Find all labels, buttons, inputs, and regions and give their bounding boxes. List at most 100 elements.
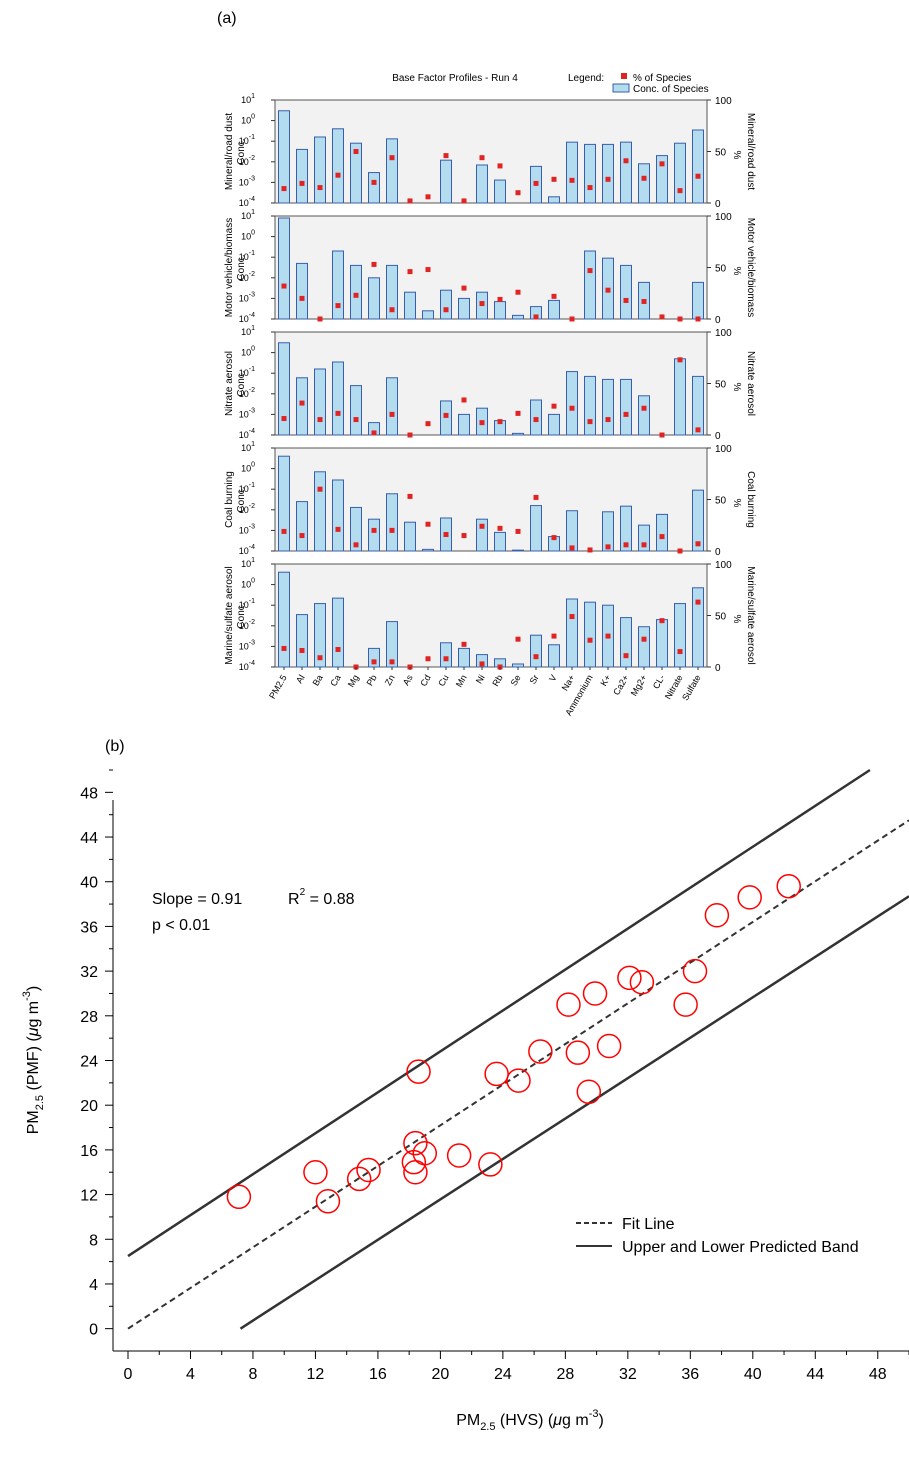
- percent-marker: [335, 526, 341, 532]
- percent-marker: [497, 296, 503, 302]
- percent-marker: [623, 653, 629, 659]
- conc-bar: [530, 634, 542, 668]
- y-tick-label: 28: [80, 1009, 98, 1026]
- percent-marker: [335, 303, 341, 309]
- left-tick-label: 10-4: [239, 660, 255, 672]
- factor-panel-frame: [274, 447, 708, 552]
- left-tick-label: 101: [241, 209, 255, 221]
- conc-bar: [278, 342, 290, 436]
- left-tick-label: 10-3: [239, 175, 255, 187]
- percent-marker: [659, 432, 665, 438]
- category-label: Ni: [474, 673, 487, 685]
- category-label: Mg2+: [629, 673, 649, 698]
- conc-bar: [332, 597, 344, 668]
- conc-bar: [638, 163, 650, 204]
- data-point: [226, 1184, 252, 1210]
- conc-bar: [440, 400, 452, 436]
- percent-marker: [677, 188, 683, 194]
- conc-bar: [566, 371, 578, 436]
- factor-name-right: Nitrate aerosol: [745, 351, 756, 416]
- factor-panel-frame: [274, 563, 708, 668]
- conc-bar: [296, 148, 308, 204]
- data-point: [629, 970, 655, 995]
- conc-bar: [692, 129, 704, 204]
- right-tick-label: 100: [715, 212, 732, 223]
- percent-marker: [299, 180, 305, 186]
- percent-marker: [425, 521, 431, 527]
- conc-bar: [314, 136, 326, 204]
- data-point: [576, 1079, 602, 1105]
- conc-bar: [440, 289, 452, 320]
- percent-marker: [695, 599, 701, 605]
- x-tick-label: 44: [806, 1366, 824, 1383]
- conc-bar: [404, 291, 416, 320]
- data-point: [737, 885, 762, 910]
- conc-bar: [296, 501, 308, 552]
- y-axis-title: PM2.5 (PMF) (μg m-3): [21, 986, 46, 1135]
- percent-marker: [389, 659, 395, 665]
- conc-bar: [692, 281, 704, 320]
- percent-marker: [515, 289, 521, 295]
- percent-marker: [515, 410, 521, 416]
- factor-name-left: Marine/sulfate aerosol: [224, 566, 235, 664]
- factor-name-right: Marine/sulfate aerosol: [745, 566, 756, 664]
- percent-marker: [317, 655, 323, 661]
- conc-bar: [512, 432, 524, 436]
- percent-marker: [407, 432, 413, 438]
- factor-panel-frame: [274, 215, 708, 320]
- conc-bar: [422, 310, 434, 320]
- conc-bar: [656, 619, 668, 668]
- percent-marker: [299, 295, 305, 301]
- upper-predicted-band: [127, 768, 871, 1258]
- percent-marker: [353, 292, 359, 298]
- percent-marker: [299, 400, 305, 406]
- percent-marker: [353, 542, 359, 548]
- conc-bar: [278, 217, 290, 320]
- conc-bar: [296, 262, 308, 320]
- percent-marker: [677, 357, 683, 363]
- conc-axis-label: Conc.: [236, 370, 247, 396]
- conc-bar: [350, 142, 362, 204]
- conc-bar: [602, 511, 614, 552]
- percent-marker: [641, 405, 647, 411]
- data-point: [776, 873, 801, 899]
- data-point: [596, 1033, 622, 1059]
- left-tick-label: 101: [241, 93, 255, 105]
- conc-bar: [512, 663, 524, 668]
- conc-bar: [476, 518, 488, 552]
- percent-marker: [515, 190, 521, 196]
- conc-bar: [494, 531, 506, 552]
- category-label: Cd: [418, 673, 432, 688]
- left-tick-label: 10-4: [239, 428, 255, 440]
- percent-marker: [659, 314, 665, 320]
- percent-marker: [371, 261, 377, 267]
- percent-marker: [371, 179, 377, 185]
- percent-marker: [443, 153, 449, 159]
- conc-bar: [692, 375, 704, 436]
- conc-bar: [566, 141, 578, 204]
- conc-bar: [638, 395, 650, 436]
- left-tick-label: 101: [241, 441, 255, 453]
- conc-axis-label: Conc.: [236, 486, 247, 512]
- percent-marker: [479, 301, 485, 307]
- percent-marker: [587, 547, 593, 553]
- legend-title: Legend:: [568, 73, 604, 84]
- percent-marker: [497, 163, 503, 169]
- data-point: [704, 903, 730, 928]
- conc-axis-label: Conc.: [236, 254, 247, 280]
- percent-marker: [389, 307, 395, 313]
- percent-marker: [497, 419, 503, 425]
- x-tick-label: 16: [369, 1366, 387, 1383]
- percent-axis-label: %: [731, 615, 742, 624]
- conc-bar: [548, 413, 560, 436]
- category-label: Sr: [528, 673, 541, 686]
- data-point: [582, 981, 608, 1006]
- data-point: [406, 1059, 431, 1084]
- category-label: CL-: [651, 673, 667, 691]
- left-tick-label: 10-3: [239, 291, 255, 303]
- percent-marker: [299, 533, 305, 539]
- left-tick-label: 100: [241, 578, 255, 590]
- data-point: [356, 1157, 381, 1183]
- percent-marker: [641, 636, 647, 642]
- percent-marker: [461, 397, 467, 403]
